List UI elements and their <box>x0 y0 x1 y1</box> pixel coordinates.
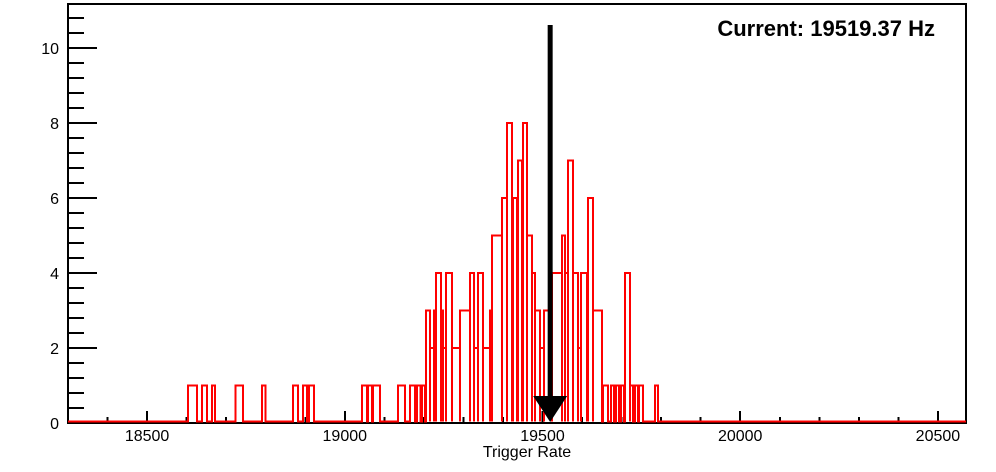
y-tick-label: 8 <box>50 116 59 133</box>
x-tick-label: 19500 <box>520 428 565 445</box>
x-tick-label: 18500 <box>125 428 170 445</box>
y-tick-label: 0 <box>50 416 59 433</box>
y-tick-label: 2 <box>50 341 59 358</box>
x-tick-label: 20000 <box>718 428 763 445</box>
x-tick-label: 20500 <box>916 428 961 445</box>
y-tick-label: 6 <box>50 191 59 208</box>
histogram-series <box>68 122 966 423</box>
x-tick-label: 19000 <box>323 428 368 445</box>
y-tick-label: 4 <box>50 266 59 283</box>
y-tick-label: 10 <box>41 41 59 58</box>
current-marker-arrowhead <box>533 396 568 422</box>
x-axis-title: Trigger Rate <box>482 444 572 461</box>
current-rate-label: Current: 19519.37 Hz <box>717 16 935 41</box>
